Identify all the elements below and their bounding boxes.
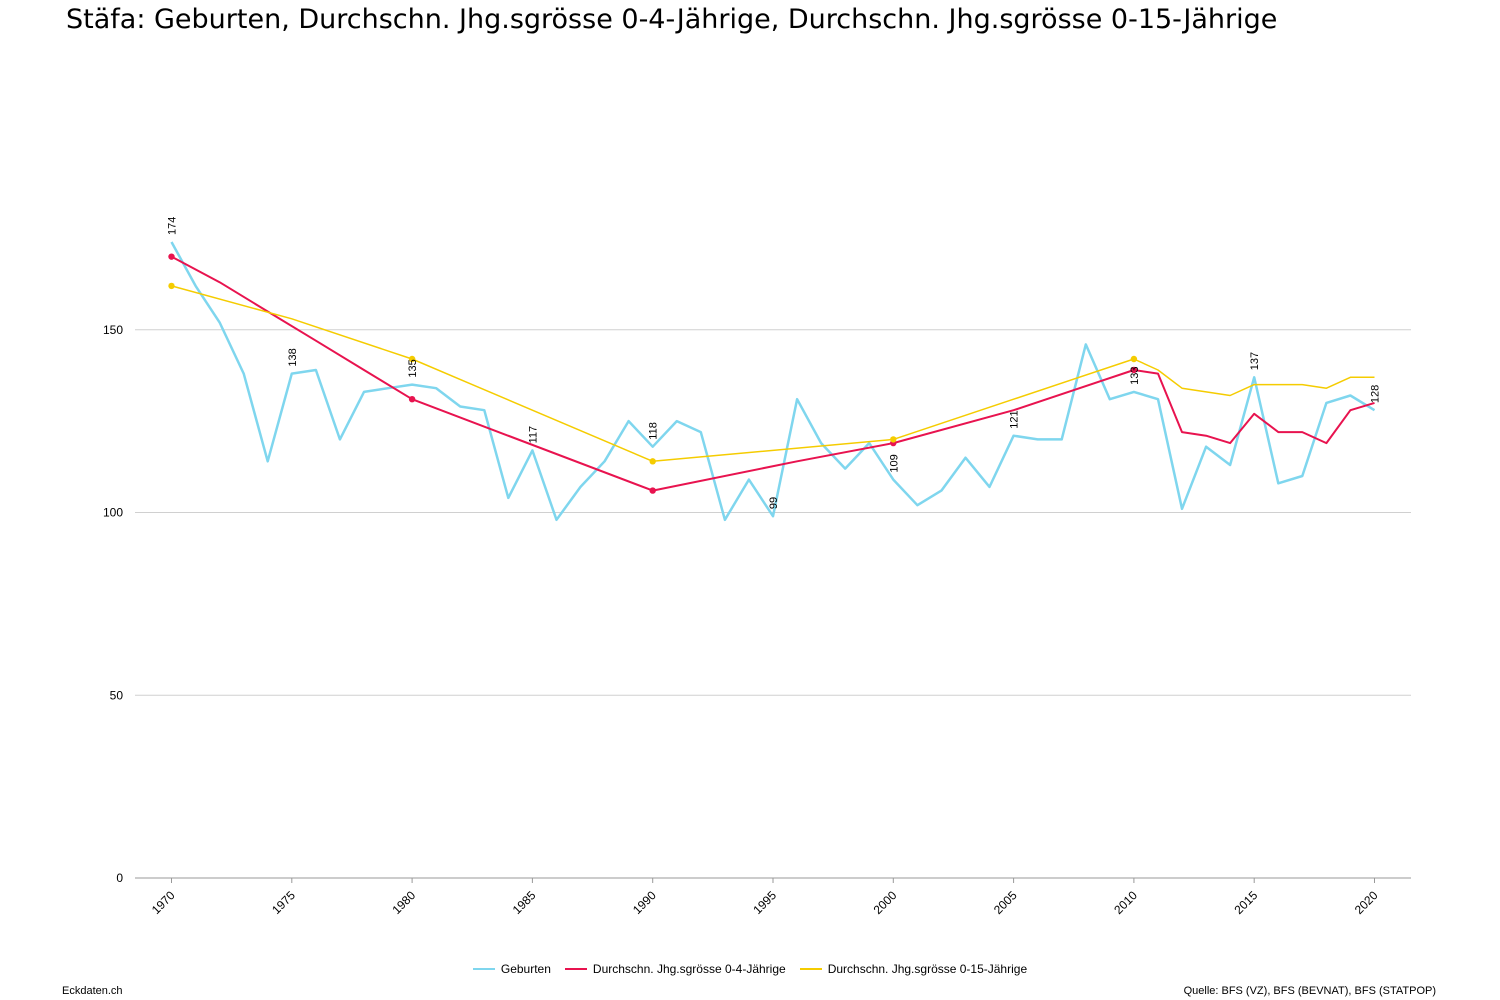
y-tick-label-100: 100 [103, 506, 123, 520]
data-label-1980: 135 [407, 359, 419, 377]
x-tick-label-1980: 1980 [389, 888, 418, 917]
data-label-2000: 109 [888, 454, 900, 472]
x-tick-label-2010: 2010 [1111, 888, 1140, 917]
legend-label-2: Durchschn. Jhg.sgrösse 0-15-Jährige [827, 962, 1028, 976]
data-label-2020: 128 [1370, 385, 1382, 403]
legend-swatch-2 [799, 968, 822, 970]
x-tick-label-1995: 1995 [750, 888, 779, 917]
chart-title: Stäfa: Geburten, Durchschn. Jhg.sgrösse … [66, 4, 1278, 35]
series-2-marker-1990 [649, 458, 656, 465]
legend-label-0: Geburten [500, 962, 551, 976]
series-lines [168, 241, 1376, 522]
y-tick-label-150: 150 [103, 323, 123, 337]
data-labels: 174 138 135 117 118 99 109 121 133 137 128 [167, 217, 1382, 509]
x-tick-label-1975: 1975 [269, 888, 298, 917]
x-tick-label-2015: 2015 [1232, 888, 1261, 917]
series-line-2 [171, 285, 1375, 463]
y-tick-label-50: 50 [110, 688, 124, 702]
y-axis: 0 50 100 150 [103, 323, 123, 885]
footer-source: Quelle: BFS (VZ), BFS (BEVNAT), BFS (STA… [1183, 985, 1436, 997]
x-tick-label-2005: 2005 [991, 888, 1020, 917]
series-1-marker-2010 [1130, 366, 1138, 374]
data-label-1990: 118 [648, 422, 660, 440]
data-label-1975: 138 [287, 348, 299, 366]
legend-item-1: Durchschn. Jhg.sgrösse 0-4-Jährige [564, 962, 786, 976]
series-2-marker-2000 [890, 436, 897, 443]
grid-lines [135, 329, 1411, 879]
x-tick-label-1985: 1985 [510, 888, 539, 917]
legend-item-2: Durchschn. Jhg.sgrösse 0-15-Jährige [799, 962, 1028, 976]
x-tick-label-2000: 2000 [871, 888, 900, 917]
legend-swatch-1 [564, 968, 587, 970]
data-label-2005: 121 [1009, 410, 1021, 428]
legend: Geburten Durchschn. Jhg.sgrösse 0-4-Jähri… [0, 962, 1500, 976]
series-1-marker-1990 [649, 487, 656, 494]
footer-brand: Eckdaten.ch [62, 985, 123, 997]
series-line-1 [171, 255, 1375, 492]
data-label-2015: 137 [1249, 352, 1261, 370]
y-tick-label-0: 0 [116, 871, 123, 885]
legend-label-1: Durchschn. Jhg.sgrösse 0-4-Jährige [592, 962, 786, 976]
data-label-2010: 133 [1129, 367, 1141, 385]
legend-swatch-0 [472, 968, 495, 970]
data-label-1970: 174 [167, 217, 179, 235]
x-tick-label-1970: 1970 [149, 888, 178, 917]
series-2-marker-1970 [168, 282, 175, 290]
x-tick-label-2020: 2020 [1352, 888, 1381, 917]
series-2-marker-1980 [408, 355, 416, 363]
series-1-marker-1980 [408, 395, 416, 403]
series-1-marker-1970 [168, 253, 175, 260]
data-label-1995: 99 [768, 497, 780, 509]
series-2-marker-2010 [1130, 355, 1138, 363]
legend-item-0: Geburten [472, 962, 551, 976]
x-tick-label-1990: 1990 [630, 888, 659, 917]
data-label-1985: 117 [527, 426, 539, 444]
x-axis: 1970 1975 1980 1985 1990 1995 2000 2005 2010 2015… [149, 878, 1381, 917]
series-line-0 [170, 241, 1376, 522]
